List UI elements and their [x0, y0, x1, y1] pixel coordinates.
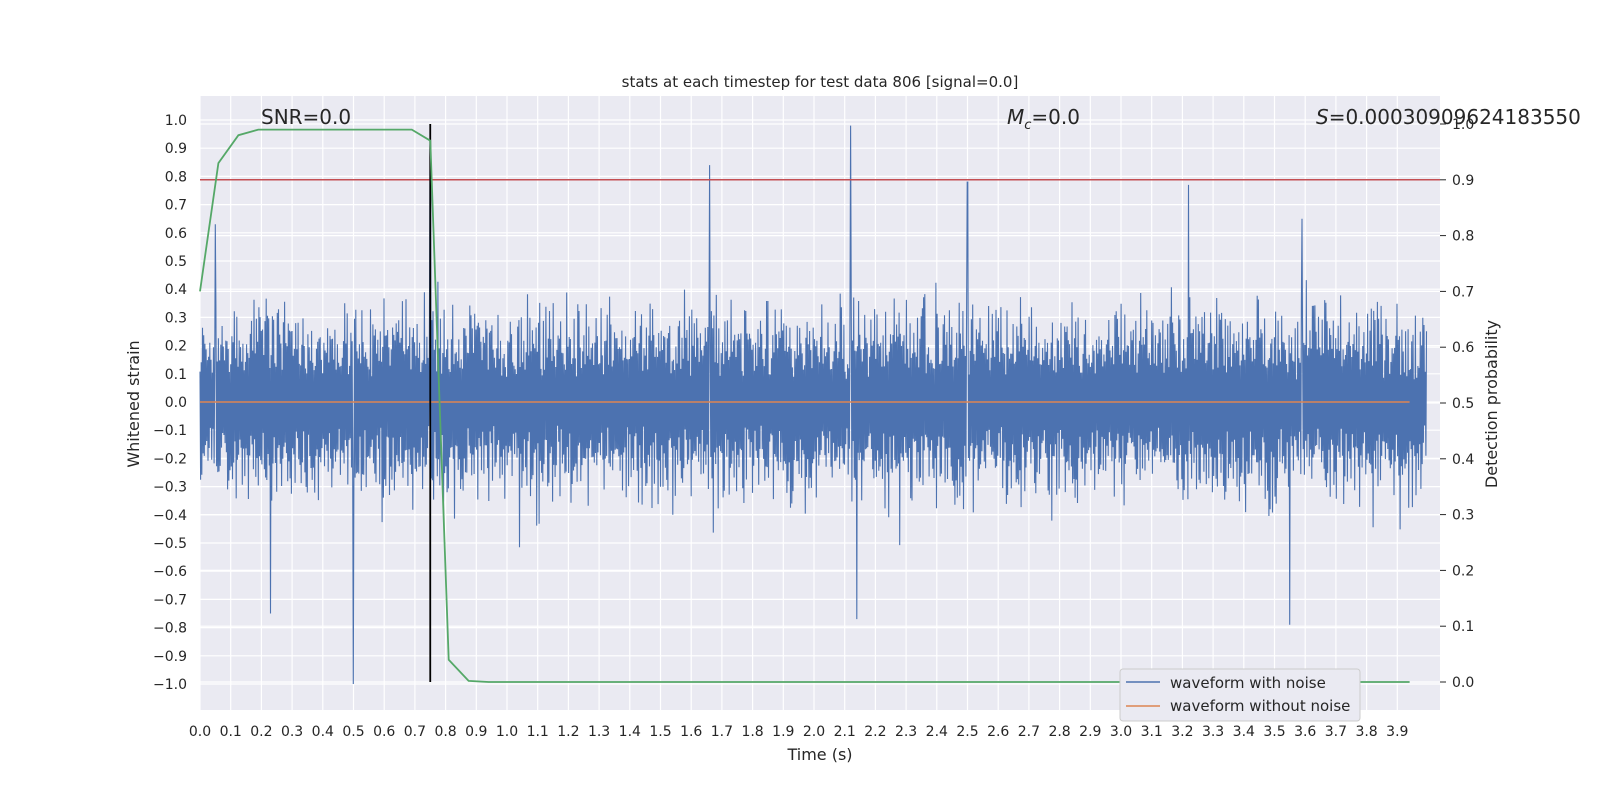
y-axis-label: Whitened strain: [124, 340, 143, 467]
chart-title: stats at each timestep for test data 806…: [622, 73, 1019, 91]
x-tick-label: 1.8: [741, 724, 763, 740]
y-tick-label: 1.0: [165, 113, 187, 129]
y2-tick-label: 0.3: [1452, 508, 1474, 524]
x-tick-label: 0.4: [312, 724, 334, 740]
x-tick-label: 2.3: [895, 724, 917, 740]
y2-tick-label: 0.8: [1452, 229, 1474, 245]
y-tick-label: −0.5: [153, 536, 187, 552]
x-tick-label: 3.6: [1294, 724, 1316, 740]
x-tick-label: 3.2: [1171, 724, 1193, 740]
y-tick-label: −0.4: [153, 508, 187, 524]
y-tick-label: 0.3: [165, 310, 187, 326]
x-axis-ticks: 0.0 0.1 0.2 0.3 0.4 0.5 0.6 0.7 0.8 0.9 1.0 1.1 1.2 1…: [189, 724, 1409, 740]
x-tick-label: 2.0: [803, 724, 825, 740]
y-tick-label: −0.9: [153, 649, 187, 665]
y2-tick-label: 0.2: [1452, 563, 1474, 579]
x-tick-label: 2.2: [864, 724, 886, 740]
snr-annotation: SNR=0.0: [261, 105, 351, 129]
y-tick-label: 0.5: [165, 254, 187, 270]
y-tick-label: 0.0: [165, 395, 187, 411]
x-tick-label: 3.3: [1202, 724, 1224, 740]
y-tick-label: 0.9: [165, 141, 187, 157]
x-tick-label: 0.0: [189, 724, 211, 740]
y-axis-ticks: 1.0 0.9 0.8 0.7 0.6 0.5 0.4 0.3 0.2 0.1 0.0 −0.1 −0.…: [153, 113, 187, 693]
x-tick-label: 2.6: [987, 724, 1009, 740]
x-tick-label: 0.5: [342, 724, 364, 740]
y2-tick-label: 0.7: [1452, 284, 1474, 300]
y2-tick-label: 0.4: [1452, 452, 1474, 468]
x-tick-label: 3.4: [1233, 724, 1255, 740]
x-tick-label: 1.1: [527, 724, 549, 740]
y-tick-label: 0.4: [165, 282, 187, 298]
y-tick-label: −0.6: [153, 564, 187, 580]
y-tick-label: 0.2: [165, 339, 187, 355]
x-tick-label: 0.1: [220, 724, 242, 740]
x-tick-label: 1.6: [680, 724, 702, 740]
s-annotation: S=0.00030909624183550: [1316, 105, 1581, 129]
y-tick-label: −0.3: [153, 480, 187, 496]
x-tick-label: 2.5: [956, 724, 978, 740]
x-tick-label: 1.9: [772, 724, 794, 740]
y-tick-label: 0.1: [165, 367, 187, 383]
x-tick-label: 1.0: [496, 724, 518, 740]
y-tick-label: 0.7: [165, 198, 187, 214]
x-tick-label: 0.9: [465, 724, 487, 740]
y2-tick-label: 0.5: [1452, 396, 1474, 412]
y2-axis-ticks: 1.00.90.80.70.60.50.40.30.20.10.0: [1440, 117, 1474, 691]
legend: waveform with noise waveform without noi…: [1120, 669, 1360, 721]
x-tick-label: 0.8: [434, 724, 456, 740]
x-tick-label: 1.2: [557, 724, 579, 740]
y2-tick-label: 0.0: [1452, 675, 1474, 691]
x-tick-label: 3.1: [1141, 724, 1163, 740]
y-tick-label: −1.0: [153, 677, 187, 693]
x-tick-label: 0.2: [250, 724, 272, 740]
y2-tick-label: 0.6: [1452, 340, 1474, 356]
y-tick-label: −0.2: [153, 451, 187, 467]
y-tick-label: 0.8: [165, 169, 187, 185]
x-tick-label: 3.8: [1355, 724, 1377, 740]
y-tick-label: 0.6: [165, 226, 187, 242]
mc-annotation: Mc=0.0: [1007, 105, 1080, 133]
y-tick-label: −0.7: [153, 592, 187, 608]
x-tick-label: 2.7: [1018, 724, 1040, 740]
x-tick-label: 0.6: [373, 724, 395, 740]
x-tick-label: 1.5: [649, 724, 671, 740]
x-tick-label: 3.5: [1263, 724, 1285, 740]
x-tick-label: 2.1: [834, 724, 856, 740]
x-tick-label: 2.8: [1048, 724, 1070, 740]
y2-axis-label: Detection probability: [1482, 320, 1501, 488]
x-tick-label: 3.0: [1110, 724, 1132, 740]
x-axis-label: Time (s): [786, 745, 852, 764]
x-tick-label: 1.7: [711, 724, 733, 740]
x-tick-label: 3.9: [1386, 724, 1408, 740]
y-tick-label: −0.1: [153, 423, 187, 439]
x-tick-label: 2.4: [926, 724, 948, 740]
x-tick-label: 0.3: [281, 724, 303, 740]
x-tick-label: 1.4: [619, 724, 641, 740]
y2-tick-label: 0.9: [1452, 173, 1474, 189]
y-tick-label: −0.8: [153, 621, 187, 637]
x-tick-label: 0.7: [404, 724, 426, 740]
x-tick-label: 2.9: [1079, 724, 1101, 740]
x-tick-label: 3.7: [1325, 724, 1347, 740]
legend-label-clean: waveform without noise: [1170, 697, 1350, 715]
y2-tick-label: 0.1: [1452, 619, 1474, 635]
legend-label-noise: waveform with noise: [1170, 674, 1326, 692]
x-tick-label: 1.3: [588, 724, 610, 740]
